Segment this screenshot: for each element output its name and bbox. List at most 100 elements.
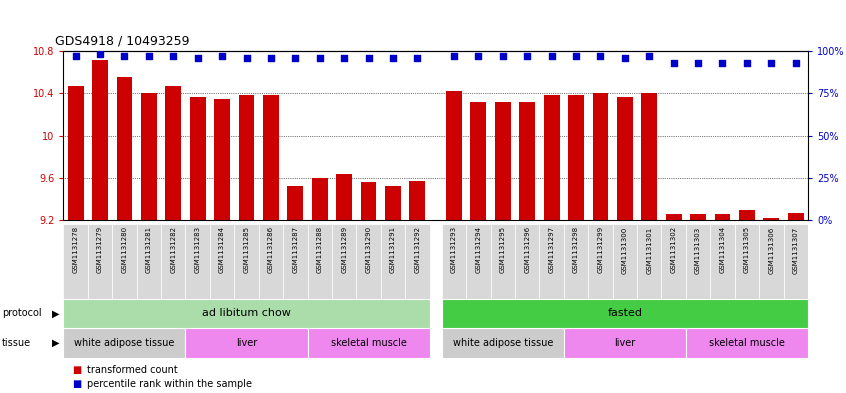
Point: [93, 51, 107, 58]
Point: [740, 60, 754, 66]
Point: [338, 55, 351, 61]
Text: GSM1131281: GSM1131281: [146, 226, 152, 274]
Bar: [613, 224, 637, 299]
Text: ▶: ▶: [52, 309, 59, 318]
Text: GSM1131280: GSM1131280: [122, 226, 128, 274]
Bar: [592, 93, 608, 220]
Bar: [332, 224, 356, 299]
Point: [765, 60, 778, 66]
Bar: [141, 93, 157, 220]
Point: [288, 55, 302, 61]
Bar: [308, 224, 332, 299]
Text: ■: ■: [72, 365, 81, 375]
Bar: [637, 224, 662, 299]
Bar: [63, 328, 185, 358]
Bar: [360, 182, 376, 220]
Bar: [409, 181, 426, 220]
Point: [594, 53, 607, 59]
Text: liver: liver: [614, 338, 635, 348]
Text: protocol: protocol: [2, 309, 41, 318]
Bar: [783, 224, 808, 299]
Bar: [63, 299, 430, 328]
Bar: [519, 102, 536, 220]
Text: GSM1131297: GSM1131297: [549, 226, 555, 274]
Text: GSM1131307: GSM1131307: [793, 226, 799, 274]
Text: GDS4918 / 10493259: GDS4918 / 10493259: [55, 34, 190, 47]
Bar: [588, 224, 613, 299]
Text: liver: liver: [236, 338, 257, 348]
Bar: [405, 224, 430, 299]
Text: GSM1131284: GSM1131284: [219, 226, 225, 273]
Bar: [617, 97, 633, 220]
Bar: [190, 97, 206, 220]
Bar: [336, 174, 352, 220]
Point: [216, 53, 229, 59]
Point: [569, 53, 583, 59]
Bar: [666, 214, 682, 220]
Bar: [308, 328, 430, 358]
Text: ▶: ▶: [52, 338, 59, 348]
Point: [667, 60, 680, 66]
Text: GSM1131302: GSM1131302: [671, 226, 677, 274]
Bar: [715, 214, 730, 220]
Text: GSM1131295: GSM1131295: [500, 226, 506, 273]
Bar: [263, 95, 279, 220]
Point: [789, 60, 803, 66]
Bar: [442, 299, 808, 328]
Text: GSM1131290: GSM1131290: [365, 226, 371, 274]
Bar: [68, 86, 84, 220]
Bar: [259, 224, 283, 299]
Bar: [63, 224, 88, 299]
Bar: [544, 95, 559, 220]
Text: GSM1131292: GSM1131292: [415, 226, 420, 273]
Bar: [137, 224, 161, 299]
Bar: [662, 224, 686, 299]
Bar: [686, 224, 711, 299]
Bar: [442, 224, 466, 299]
Text: skeletal muscle: skeletal muscle: [331, 338, 406, 348]
Text: GSM1131291: GSM1131291: [390, 226, 396, 274]
Point: [167, 53, 180, 59]
Text: GSM1131301: GSM1131301: [646, 226, 652, 274]
Bar: [214, 99, 230, 220]
Bar: [495, 102, 511, 220]
Point: [387, 55, 400, 61]
Point: [118, 53, 131, 59]
Text: percentile rank within the sample: percentile rank within the sample: [87, 379, 252, 389]
Text: GSM1131282: GSM1131282: [170, 226, 176, 273]
Bar: [788, 213, 804, 220]
Text: GSM1131303: GSM1131303: [695, 226, 701, 274]
Text: GSM1131288: GSM1131288: [316, 226, 322, 274]
Bar: [569, 95, 584, 220]
Bar: [446, 91, 462, 220]
Point: [496, 53, 509, 59]
Bar: [165, 86, 181, 220]
Point: [69, 53, 82, 59]
Text: GSM1131293: GSM1131293: [451, 226, 457, 274]
Point: [410, 55, 424, 61]
Bar: [515, 224, 540, 299]
Bar: [88, 224, 113, 299]
Bar: [563, 328, 686, 358]
Text: white adipose tissue: white adipose tissue: [74, 338, 174, 348]
Bar: [283, 224, 308, 299]
Bar: [185, 224, 210, 299]
Point: [642, 53, 656, 59]
Text: ad libitum chow: ad libitum chow: [202, 309, 291, 318]
Bar: [234, 224, 259, 299]
Text: transformed count: transformed count: [87, 365, 178, 375]
Point: [618, 55, 632, 61]
Bar: [385, 186, 401, 220]
Text: skeletal muscle: skeletal muscle: [709, 338, 785, 348]
Bar: [442, 328, 563, 358]
Bar: [470, 102, 486, 220]
Text: GSM1131296: GSM1131296: [525, 226, 530, 274]
Text: GSM1131300: GSM1131300: [622, 226, 628, 274]
Text: ■: ■: [72, 379, 81, 389]
Bar: [185, 328, 308, 358]
Text: GSM1131283: GSM1131283: [195, 226, 201, 274]
Bar: [210, 224, 234, 299]
Bar: [491, 224, 515, 299]
Text: GSM1131289: GSM1131289: [341, 226, 347, 274]
Bar: [540, 224, 563, 299]
